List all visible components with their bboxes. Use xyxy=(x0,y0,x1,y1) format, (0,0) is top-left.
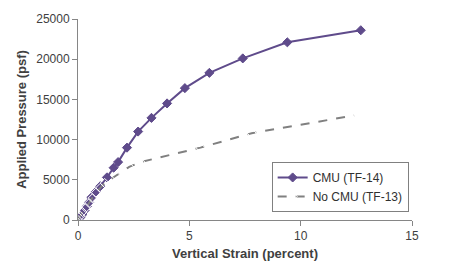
svg-text:Vertical Strain (percent): Vertical Strain (percent) xyxy=(172,246,318,261)
svg-text:15: 15 xyxy=(405,229,419,243)
svg-text:No CMU (TF-13): No CMU (TF-13) xyxy=(313,190,402,204)
svg-text:10: 10 xyxy=(294,229,308,243)
svg-text:0: 0 xyxy=(75,229,82,243)
svg-text:5: 5 xyxy=(186,229,193,243)
svg-text:20000: 20000 xyxy=(36,52,70,66)
svg-text:0: 0 xyxy=(63,213,70,227)
svg-text:25000: 25000 xyxy=(36,12,70,26)
svg-text:15000: 15000 xyxy=(36,93,70,107)
svg-text:CMU (TF-14): CMU (TF-14) xyxy=(313,171,384,185)
svg-text:10000: 10000 xyxy=(36,133,70,147)
svg-text:5000: 5000 xyxy=(43,173,70,187)
svg-text:Applied Pressure (psf): Applied Pressure (psf) xyxy=(14,50,29,189)
